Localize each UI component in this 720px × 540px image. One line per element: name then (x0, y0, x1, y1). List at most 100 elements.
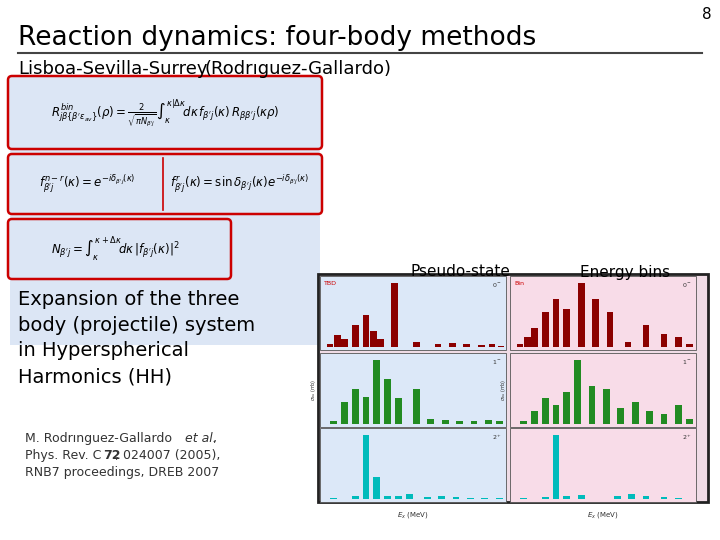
Bar (625, 342, 631, 347)
Text: ,: , (213, 432, 217, 445)
Bar (521, 421, 527, 424)
Bar (628, 494, 635, 499)
Bar (593, 299, 599, 347)
Text: Reaction dynamics: four-body methods: Reaction dynamics: four-body methods (18, 25, 536, 51)
Bar (320, 276, 506, 350)
Bar (395, 496, 402, 499)
Bar (384, 496, 391, 499)
Bar (675, 405, 682, 424)
Text: 2$^+$: 2$^+$ (682, 433, 692, 442)
Bar (563, 496, 570, 499)
Bar (482, 498, 488, 499)
Bar (496, 498, 503, 499)
Bar (438, 496, 445, 499)
Bar (442, 420, 449, 424)
Bar (374, 360, 380, 424)
Text: 8: 8 (703, 7, 712, 22)
Bar (10, 75, 320, 345)
Bar (435, 345, 441, 347)
Text: $\sigma_{bu}$ (mb): $\sigma_{bu}$ (mb) (309, 379, 318, 401)
Bar (541, 399, 549, 424)
Text: Expansion of the three
body (projectile) system
in Hyperspherical
Harmonics (HH): Expansion of the three body (projectile)… (18, 290, 255, 386)
Text: 0$^-$: 0$^-$ (492, 281, 502, 289)
Bar (413, 389, 420, 424)
Bar (478, 345, 485, 347)
Bar (563, 392, 570, 424)
Text: 0$^-$: 0$^-$ (682, 281, 692, 289)
Bar (471, 421, 477, 424)
Text: $N_{\beta^\prime j}=\int_{\kappa}^{\kappa+\Delta\kappa}\!d\kappa\,|f_{\beta^\pri: $N_{\beta^\prime j}=\int_{\kappa}^{\kapp… (50, 235, 179, 264)
Bar (647, 411, 653, 424)
Bar (352, 389, 359, 424)
Bar (318, 274, 708, 502)
Text: 1$^-$: 1$^-$ (492, 358, 502, 366)
Bar (553, 299, 559, 347)
Bar (406, 494, 413, 499)
Bar (613, 496, 621, 499)
Text: $f_{\beta^\prime j}^{n-r}(\kappa)=e^{-i\delta_{\beta^\prime j}(\kappa)}$: $f_{\beta^\prime j}^{n-r}(\kappa)=e^{-i\… (39, 173, 135, 194)
Bar (541, 312, 549, 347)
Bar (577, 495, 585, 499)
Bar (575, 360, 581, 424)
Bar (395, 399, 402, 424)
Bar (531, 411, 538, 424)
Bar (485, 420, 492, 424)
Bar (330, 421, 337, 424)
Text: $\sigma_{bu}$ (mb): $\sigma_{bu}$ (mb) (499, 379, 508, 401)
Bar (603, 389, 610, 424)
Text: 72: 72 (103, 449, 120, 462)
Bar (327, 344, 333, 347)
Bar (661, 334, 667, 347)
Bar (685, 419, 693, 424)
Bar (363, 315, 369, 347)
Bar (352, 496, 359, 499)
Bar (643, 325, 649, 347)
FancyBboxPatch shape (8, 154, 322, 214)
Bar (392, 283, 398, 347)
Bar (675, 338, 682, 347)
Text: $E_x$ (MeV): $E_x$ (MeV) (397, 510, 429, 520)
Bar (377, 339, 384, 347)
Text: Phys. Rev. C: Phys. Rev. C (25, 449, 105, 462)
Bar (496, 421, 503, 424)
Bar (541, 497, 549, 499)
Bar (661, 497, 667, 499)
Bar (341, 402, 348, 424)
Bar (453, 497, 459, 499)
Bar (363, 397, 369, 424)
Bar (334, 335, 341, 347)
Bar (352, 325, 359, 347)
Text: M. Rodrınguez-Gallardo: M. Rodrınguez-Gallardo (25, 432, 176, 445)
Bar (577, 283, 585, 347)
Text: 1$^-$: 1$^-$ (682, 358, 692, 366)
Bar (563, 308, 570, 347)
Bar (498, 346, 505, 347)
Bar (685, 344, 693, 347)
Text: Bin: Bin (514, 281, 524, 286)
Bar (449, 343, 456, 347)
Bar (320, 353, 506, 427)
Bar (464, 345, 470, 347)
Bar (489, 345, 495, 347)
Bar (632, 402, 639, 424)
Bar (424, 497, 431, 499)
Bar (363, 435, 369, 499)
Bar (510, 276, 696, 350)
FancyBboxPatch shape (8, 76, 322, 149)
Text: $E_x$ (MeV): $E_x$ (MeV) (587, 510, 619, 520)
Bar (553, 435, 559, 499)
Text: $f_{\beta^\prime j}^{r}(\kappa)=\sin\delta_{\beta^\prime j}(\kappa)e^{-i\delta_{: $f_{\beta^\prime j}^{r}(\kappa)=\sin\del… (171, 173, 310, 194)
Bar (643, 496, 649, 499)
Text: TBD: TBD (324, 281, 337, 286)
Bar (521, 498, 527, 499)
Bar (374, 477, 380, 499)
Text: Pseudo-state: Pseudo-state (410, 265, 510, 280)
Text: $R_{j\beta\{\beta^\prime\varepsilon_{av}\}}^{bin}(\rho)=\frac{2}{\sqrt{\pi N_{\b: $R_{j\beta\{\beta^\prime\varepsilon_{av}… (50, 97, 279, 129)
Text: et al.: et al. (185, 432, 217, 445)
Bar (606, 312, 613, 347)
Bar (330, 498, 337, 499)
FancyBboxPatch shape (8, 219, 231, 279)
Bar (341, 339, 348, 347)
Bar (618, 408, 624, 424)
Text: 2$^+$: 2$^+$ (492, 433, 502, 442)
